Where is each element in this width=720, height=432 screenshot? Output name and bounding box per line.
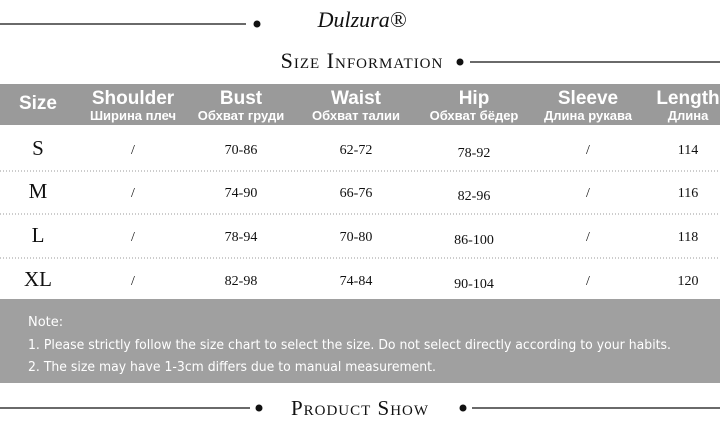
size-label: L [32,223,45,247]
dot [253,20,261,28]
size-label: S [32,136,44,160]
table-cell: / [131,230,135,245]
column-header-ru: Обхват груди [198,108,284,123]
table-cell: 78-92 [458,146,491,161]
table-cell: 118 [678,230,698,245]
table-cell: 120 [678,274,699,289]
table-cell: 116 [678,186,698,201]
column-header: Waist [331,88,382,109]
size-label: M [29,179,48,203]
dot [255,404,263,412]
brand: Dulzura® [317,7,407,32]
column-header-ru: Длина рукава [544,108,633,123]
table-cell: / [131,143,135,158]
column-header-ru: Длина [668,108,709,123]
dot [459,404,467,412]
table-cell: 114 [678,143,698,158]
column-header-ru: Ширина плеч [90,108,176,123]
table-cell: 70-80 [340,230,373,245]
note: 1. Please strictly follow the size chart… [28,338,671,353]
table-cell: 82-98 [225,274,258,289]
note: 2. The size may have 1-3cm differs due t… [28,360,436,375]
table-cell: 74-90 [225,186,258,201]
table-cell: 70-86 [225,143,258,158]
table-cell: 82-96 [458,189,491,204]
table-cell: / [131,186,135,201]
table-cell: / [586,230,590,245]
notes-bg [0,299,720,383]
table-cell: / [586,186,590,201]
section-title: Size Information [281,48,444,73]
table-cell: / [131,274,135,289]
table-cell: 66-76 [340,186,373,201]
table-cell: / [586,143,590,158]
column-header: Sleeve [558,88,618,109]
section-title: Product Show [291,396,429,420]
table-cell: 86-100 [454,233,494,248]
table-cell: / [586,274,590,289]
column-header-ru: Обхват бёдер [430,108,519,123]
column-header: Size [19,93,57,114]
table-cell: 90-104 [454,277,494,292]
size-label: XL [24,267,52,291]
table-cell: 74-84 [340,274,373,289]
notes-label: Note: [28,315,63,330]
column-header: Hip [459,88,490,109]
column-header: Bust [220,88,263,109]
table-header-bg [0,84,720,125]
column-header-ru: Обхват талии [312,108,400,123]
table-cell: 62-72 [340,143,373,158]
dot [456,58,464,66]
column-header: Length [656,88,719,109]
table-cell: 78-94 [225,230,258,245]
column-header: Shoulder [92,88,175,109]
